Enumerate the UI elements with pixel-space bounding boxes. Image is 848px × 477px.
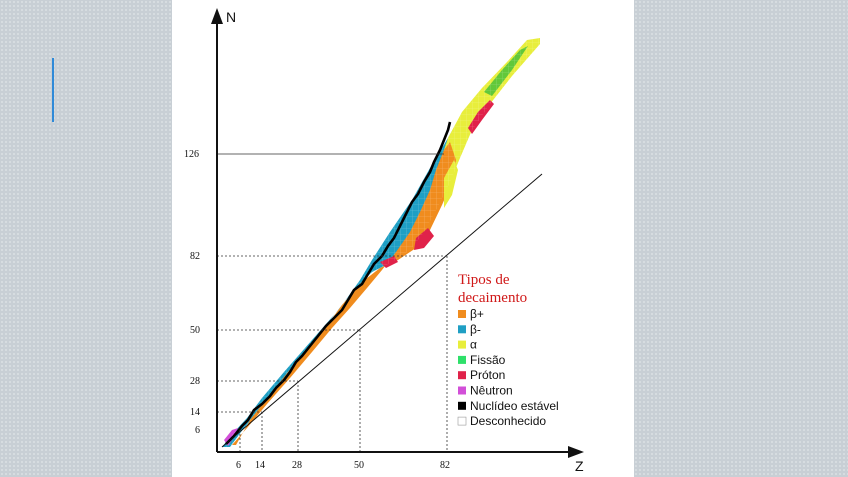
x-axis-title: Z [575,458,584,474]
y-tick-50: 50 [190,325,200,336]
y-axis-title: N [226,9,236,25]
legend-label-3: Fissão [470,353,506,367]
legend-label-2: α [470,338,477,352]
nuclide-chart: N Z 126 82 50 28 14 6 6 14 28 50 82 Tipo… [184,8,584,474]
y-tick-14: 14 [190,407,200,418]
y-tick-126: 126 [184,149,199,160]
proton-region-mid [414,228,434,250]
legend-swatch-2 [458,340,466,349]
beta-minus-region [222,122,460,447]
legend-label-6: Nuclídeo estável [470,399,559,413]
legend-swatch-4 [458,371,466,380]
y-tick-82: 82 [190,251,200,262]
slide-accent-bar [52,58,54,122]
chart-figure: N Z 126 82 50 28 14 6 6 14 28 50 82 Tipo… [172,0,634,477]
legend-swatch-0 [458,310,466,318]
x-tick-50: 50 [354,460,364,471]
n-equals-z-line [221,173,543,448]
x-tick-6: 6 [236,460,241,471]
y-tick-28: 28 [190,376,200,387]
x-tick-82: 82 [440,460,450,471]
legend-title-line2: decaimento [458,290,527,306]
legend-swatch-5 [458,386,466,395]
legend-swatch-7 [457,416,467,426]
legend-label-1: β- [470,322,481,336]
y-tick-6: 6 [195,425,200,436]
legend-swatch-3 [458,355,466,364]
slide-background-left [0,0,172,477]
x-axis-arrow [568,446,584,458]
legend-label-4: Próton [470,368,505,382]
x-tick-14: 14 [255,460,265,471]
legend-label-7: Desconhecido [470,414,546,428]
y-axis-arrow [211,8,223,24]
x-tick-28: 28 [292,460,302,471]
legend-label-0: β+ [470,307,484,321]
legend-swatch-1 [458,325,466,334]
legend-swatch-6 [458,401,466,410]
legend-label-5: Nêutron [470,384,513,398]
slide-background-right [634,0,848,477]
stability-line [225,121,452,445]
legend-title-line1: Tipos de [458,272,510,288]
